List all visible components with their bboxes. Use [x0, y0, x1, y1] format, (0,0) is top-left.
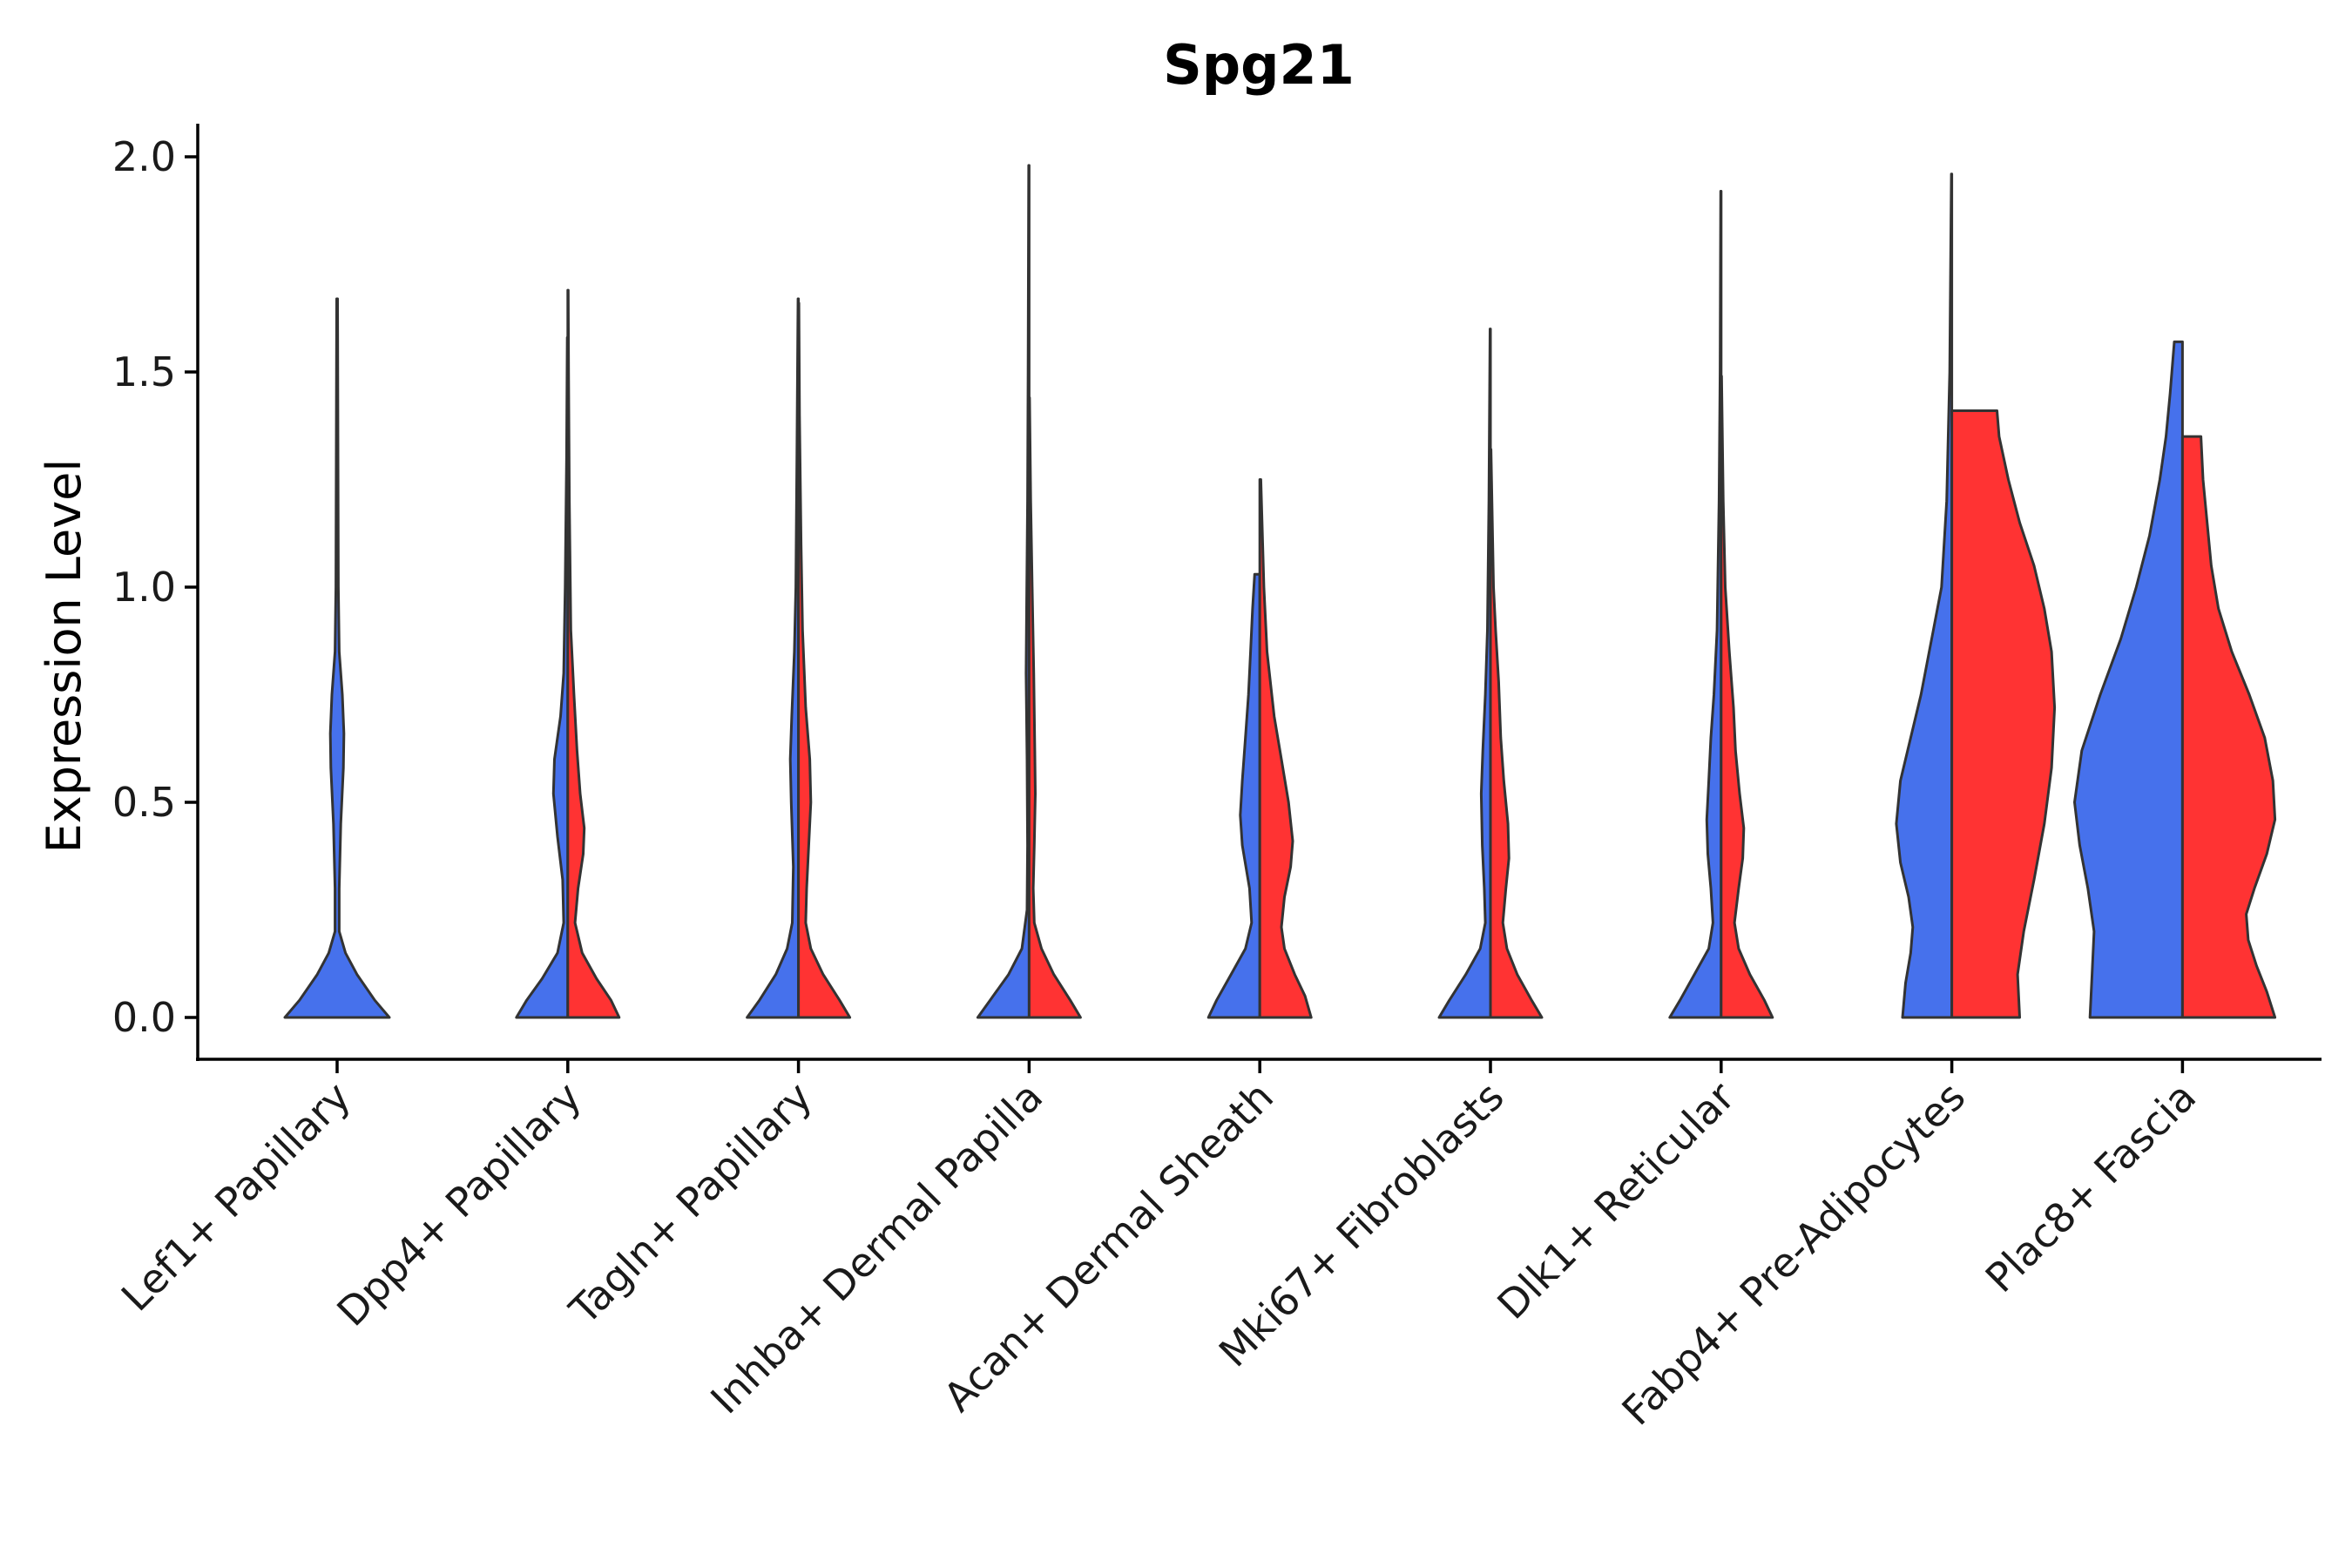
x-tick-label: Dpp4+ Papillary: [328, 1073, 590, 1335]
x-tick-label: Lef1+ Papillary: [112, 1073, 360, 1321]
violin-group_1: [1437, 328, 1492, 1019]
violin-group_1: [1895, 172, 1954, 1019]
y-tick-label: 1.0: [112, 564, 176, 611]
x-tick-label: Tagln+ Papillary: [560, 1073, 821, 1335]
violin-group_1: [976, 164, 1031, 1019]
violin-group_2: [1027, 396, 1082, 1019]
violin-group_2: [1720, 375, 1774, 1019]
violin-group_1: [746, 297, 801, 1019]
violin-group_2: [566, 288, 621, 1019]
violin-group_1: [1668, 190, 1723, 1019]
violin-group_1: [1206, 572, 1261, 1019]
y-tick-label: 1.5: [112, 348, 176, 395]
violin-group_2: [2180, 435, 2277, 1019]
violin-group_2: [1950, 409, 2057, 1019]
y-tick-label: 0.0: [112, 994, 176, 1041]
y-axis-title: Expression Level: [37, 459, 91, 854]
y-tick-label: 2.0: [112, 133, 176, 180]
violins-group: [283, 164, 2277, 1019]
violin-group_2: [1258, 478, 1313, 1019]
violin-group_1: [2073, 340, 2184, 1019]
y-axis-ticks: 0.0 0.5 1.0 1.5 2.0: [112, 133, 198, 1041]
y-tick-label: 0.5: [112, 779, 176, 826]
x-tick-label: Dlk1+ Reticular: [1488, 1073, 1743, 1328]
violin-group_1: [515, 336, 570, 1019]
chart-title: Spg21: [1163, 33, 1355, 97]
violin-group_2: [797, 301, 852, 1019]
violin-group_1: [283, 297, 391, 1019]
violin-group_2: [1489, 448, 1544, 1019]
x-tick-label: Plac8+ Fascia: [1977, 1073, 2205, 1301]
